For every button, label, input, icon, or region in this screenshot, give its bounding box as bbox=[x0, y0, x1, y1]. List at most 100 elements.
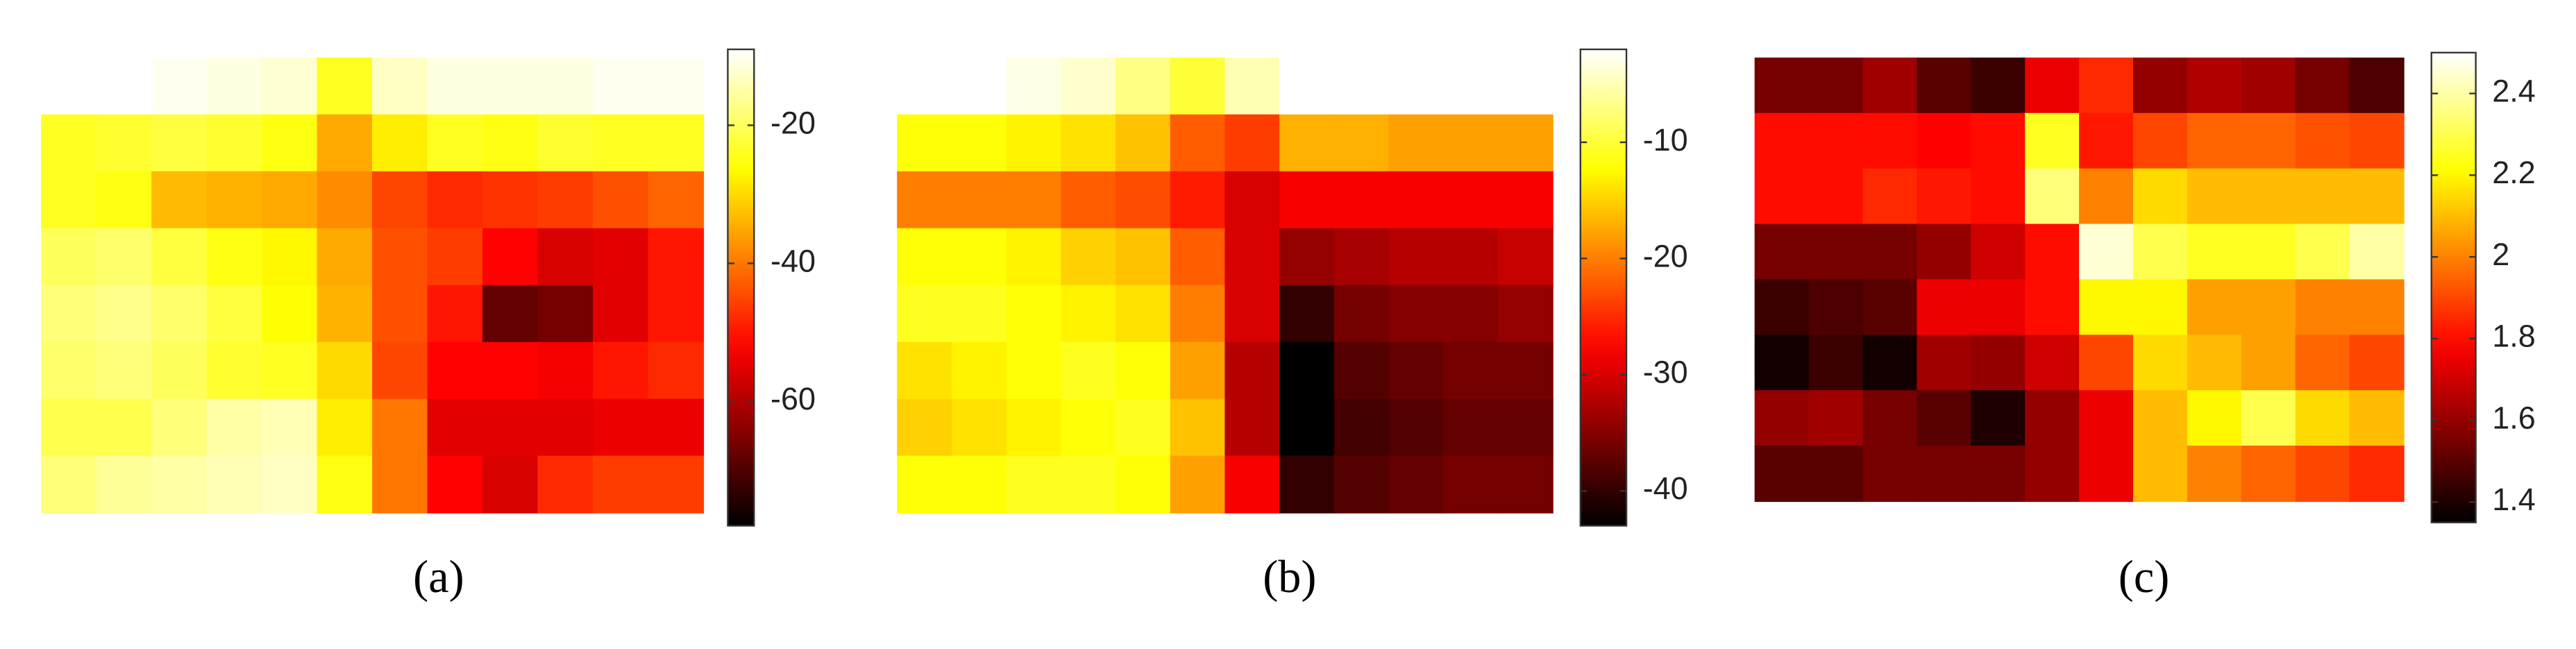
heatmap-cell bbox=[1862, 224, 1918, 280]
heatmap-cell bbox=[951, 342, 1007, 400]
heatmap-cell bbox=[592, 285, 649, 343]
heatmap-cell bbox=[206, 228, 263, 286]
heatmap-cell bbox=[1443, 342, 1499, 400]
heatmap-cell bbox=[2025, 335, 2080, 391]
heatmap-cell bbox=[317, 342, 373, 400]
heatmap-cell bbox=[1061, 228, 1117, 286]
heatmap-cell bbox=[2132, 279, 2189, 336]
colorbar-tick-label: -30 bbox=[1643, 355, 1688, 390]
heatmap-cell bbox=[2187, 446, 2242, 503]
heatmap-cell bbox=[2025, 446, 2080, 503]
heatmap-cell bbox=[1388, 228, 1445, 286]
colorbar-tick-label: 2 bbox=[2492, 237, 2509, 272]
heatmap-cell bbox=[41, 57, 97, 116]
heatmap-cell bbox=[1754, 390, 1810, 447]
heatmap-cell bbox=[2295, 279, 2350, 336]
heatmap-cell bbox=[2295, 390, 2350, 447]
colorbar-tick-label: -10 bbox=[1643, 122, 1688, 158]
heatmap-cell bbox=[2187, 335, 2242, 391]
heatmap-cell bbox=[592, 342, 649, 400]
heatmap-cell bbox=[1388, 114, 1445, 172]
heatmap-cell bbox=[96, 171, 153, 229]
heatmap-cell bbox=[2349, 390, 2405, 447]
heatmap-cell bbox=[2241, 279, 2296, 336]
heatmap-cell bbox=[151, 171, 208, 229]
colorbar-tick-label: 1.6 bbox=[2492, 400, 2536, 435]
heatmap-cell bbox=[592, 398, 649, 457]
heatmap-cell bbox=[482, 57, 539, 116]
heatmap-cell bbox=[41, 342, 97, 400]
heatmap-cell bbox=[1224, 455, 1281, 514]
heatmap-cell bbox=[1754, 57, 1810, 114]
heatmap-cell bbox=[1170, 285, 1226, 343]
heatmap-cell bbox=[262, 398, 318, 457]
heatmap-cell bbox=[2241, 390, 2296, 447]
heatmap-cell bbox=[537, 57, 594, 116]
heatmap-cell bbox=[96, 228, 153, 286]
heatmap-cell bbox=[2132, 168, 2189, 225]
heatmap-cell bbox=[2349, 335, 2405, 391]
heatmap-cell bbox=[1279, 114, 1335, 172]
heatmap-cell bbox=[1333, 57, 1390, 116]
heatmap-cell bbox=[537, 455, 594, 514]
heatmap-cell bbox=[1006, 398, 1062, 457]
heatmap-cell bbox=[897, 228, 953, 286]
heatmap-cell bbox=[1862, 446, 1918, 503]
heatmap-cell bbox=[2079, 112, 2135, 169]
heatmap-cell bbox=[1224, 398, 1281, 457]
heatmap-cell bbox=[1917, 224, 1972, 280]
heatmap-cell bbox=[2132, 112, 2189, 169]
heatmap-cell bbox=[1061, 171, 1117, 229]
heatmap-cell bbox=[1497, 171, 1554, 229]
heatmap-cell bbox=[2025, 224, 2080, 280]
heatmap-cell bbox=[1497, 455, 1554, 514]
heatmap-cell bbox=[41, 114, 97, 172]
heatmap-cell bbox=[951, 455, 1007, 514]
colorbar-tick-label: 1.8 bbox=[2492, 319, 2536, 354]
heatmap-cell bbox=[317, 228, 373, 286]
heatmap-cell bbox=[372, 285, 428, 343]
heatmap-cell bbox=[1443, 455, 1499, 514]
heatmap-cell bbox=[41, 455, 97, 514]
heatmap-cell bbox=[648, 57, 705, 116]
caption: (c) bbox=[2119, 552, 2170, 602]
colorbar bbox=[727, 48, 755, 527]
heatmap-cell bbox=[1808, 112, 1864, 169]
heatmap-cell bbox=[427, 57, 484, 116]
heatmap-cell bbox=[317, 57, 373, 116]
heatmap-cell bbox=[427, 398, 484, 457]
heatmap-cell bbox=[2349, 224, 2405, 280]
heatmap-cell bbox=[592, 171, 649, 229]
heatmap-cell bbox=[648, 342, 705, 400]
heatmap-cell bbox=[2241, 335, 2296, 391]
heatmap-cell bbox=[1006, 285, 1062, 343]
heatmap-cell bbox=[2132, 390, 2189, 447]
heatmap-cell bbox=[206, 57, 263, 116]
heatmap-cell bbox=[2079, 446, 2135, 503]
heatmap-cell bbox=[1497, 342, 1554, 400]
heatmap-cell bbox=[482, 285, 539, 343]
heatmap-cell bbox=[1497, 398, 1554, 457]
heatmap-cell bbox=[1808, 279, 1864, 336]
heatmap-cell bbox=[1388, 285, 1445, 343]
heatmap-cell bbox=[1279, 171, 1335, 229]
heatmap-cell bbox=[1971, 168, 2026, 225]
heatmap-cell bbox=[1279, 342, 1335, 400]
heatmap-cell bbox=[206, 398, 263, 457]
heatmap-cell bbox=[1333, 171, 1390, 229]
heatmap-cell bbox=[1971, 57, 2026, 114]
colorbar-tick-label: -20 bbox=[1643, 238, 1688, 273]
heatmap-cell bbox=[1224, 342, 1281, 400]
heatmap-cell bbox=[317, 455, 373, 514]
heatmap-cell bbox=[262, 228, 318, 286]
colorbar-tick-label: 2.4 bbox=[2492, 74, 2536, 109]
heatmap-cell bbox=[897, 114, 953, 172]
heatmap-cell bbox=[151, 57, 208, 116]
heatmap bbox=[41, 57, 705, 514]
heatmap-cell bbox=[1917, 279, 1972, 336]
heatmap-cell bbox=[897, 342, 953, 400]
heatmap-cell bbox=[1333, 285, 1390, 343]
heatmap-cell bbox=[1170, 114, 1226, 172]
heatmap-cell bbox=[951, 285, 1007, 343]
heatmap-cell bbox=[2132, 335, 2189, 391]
